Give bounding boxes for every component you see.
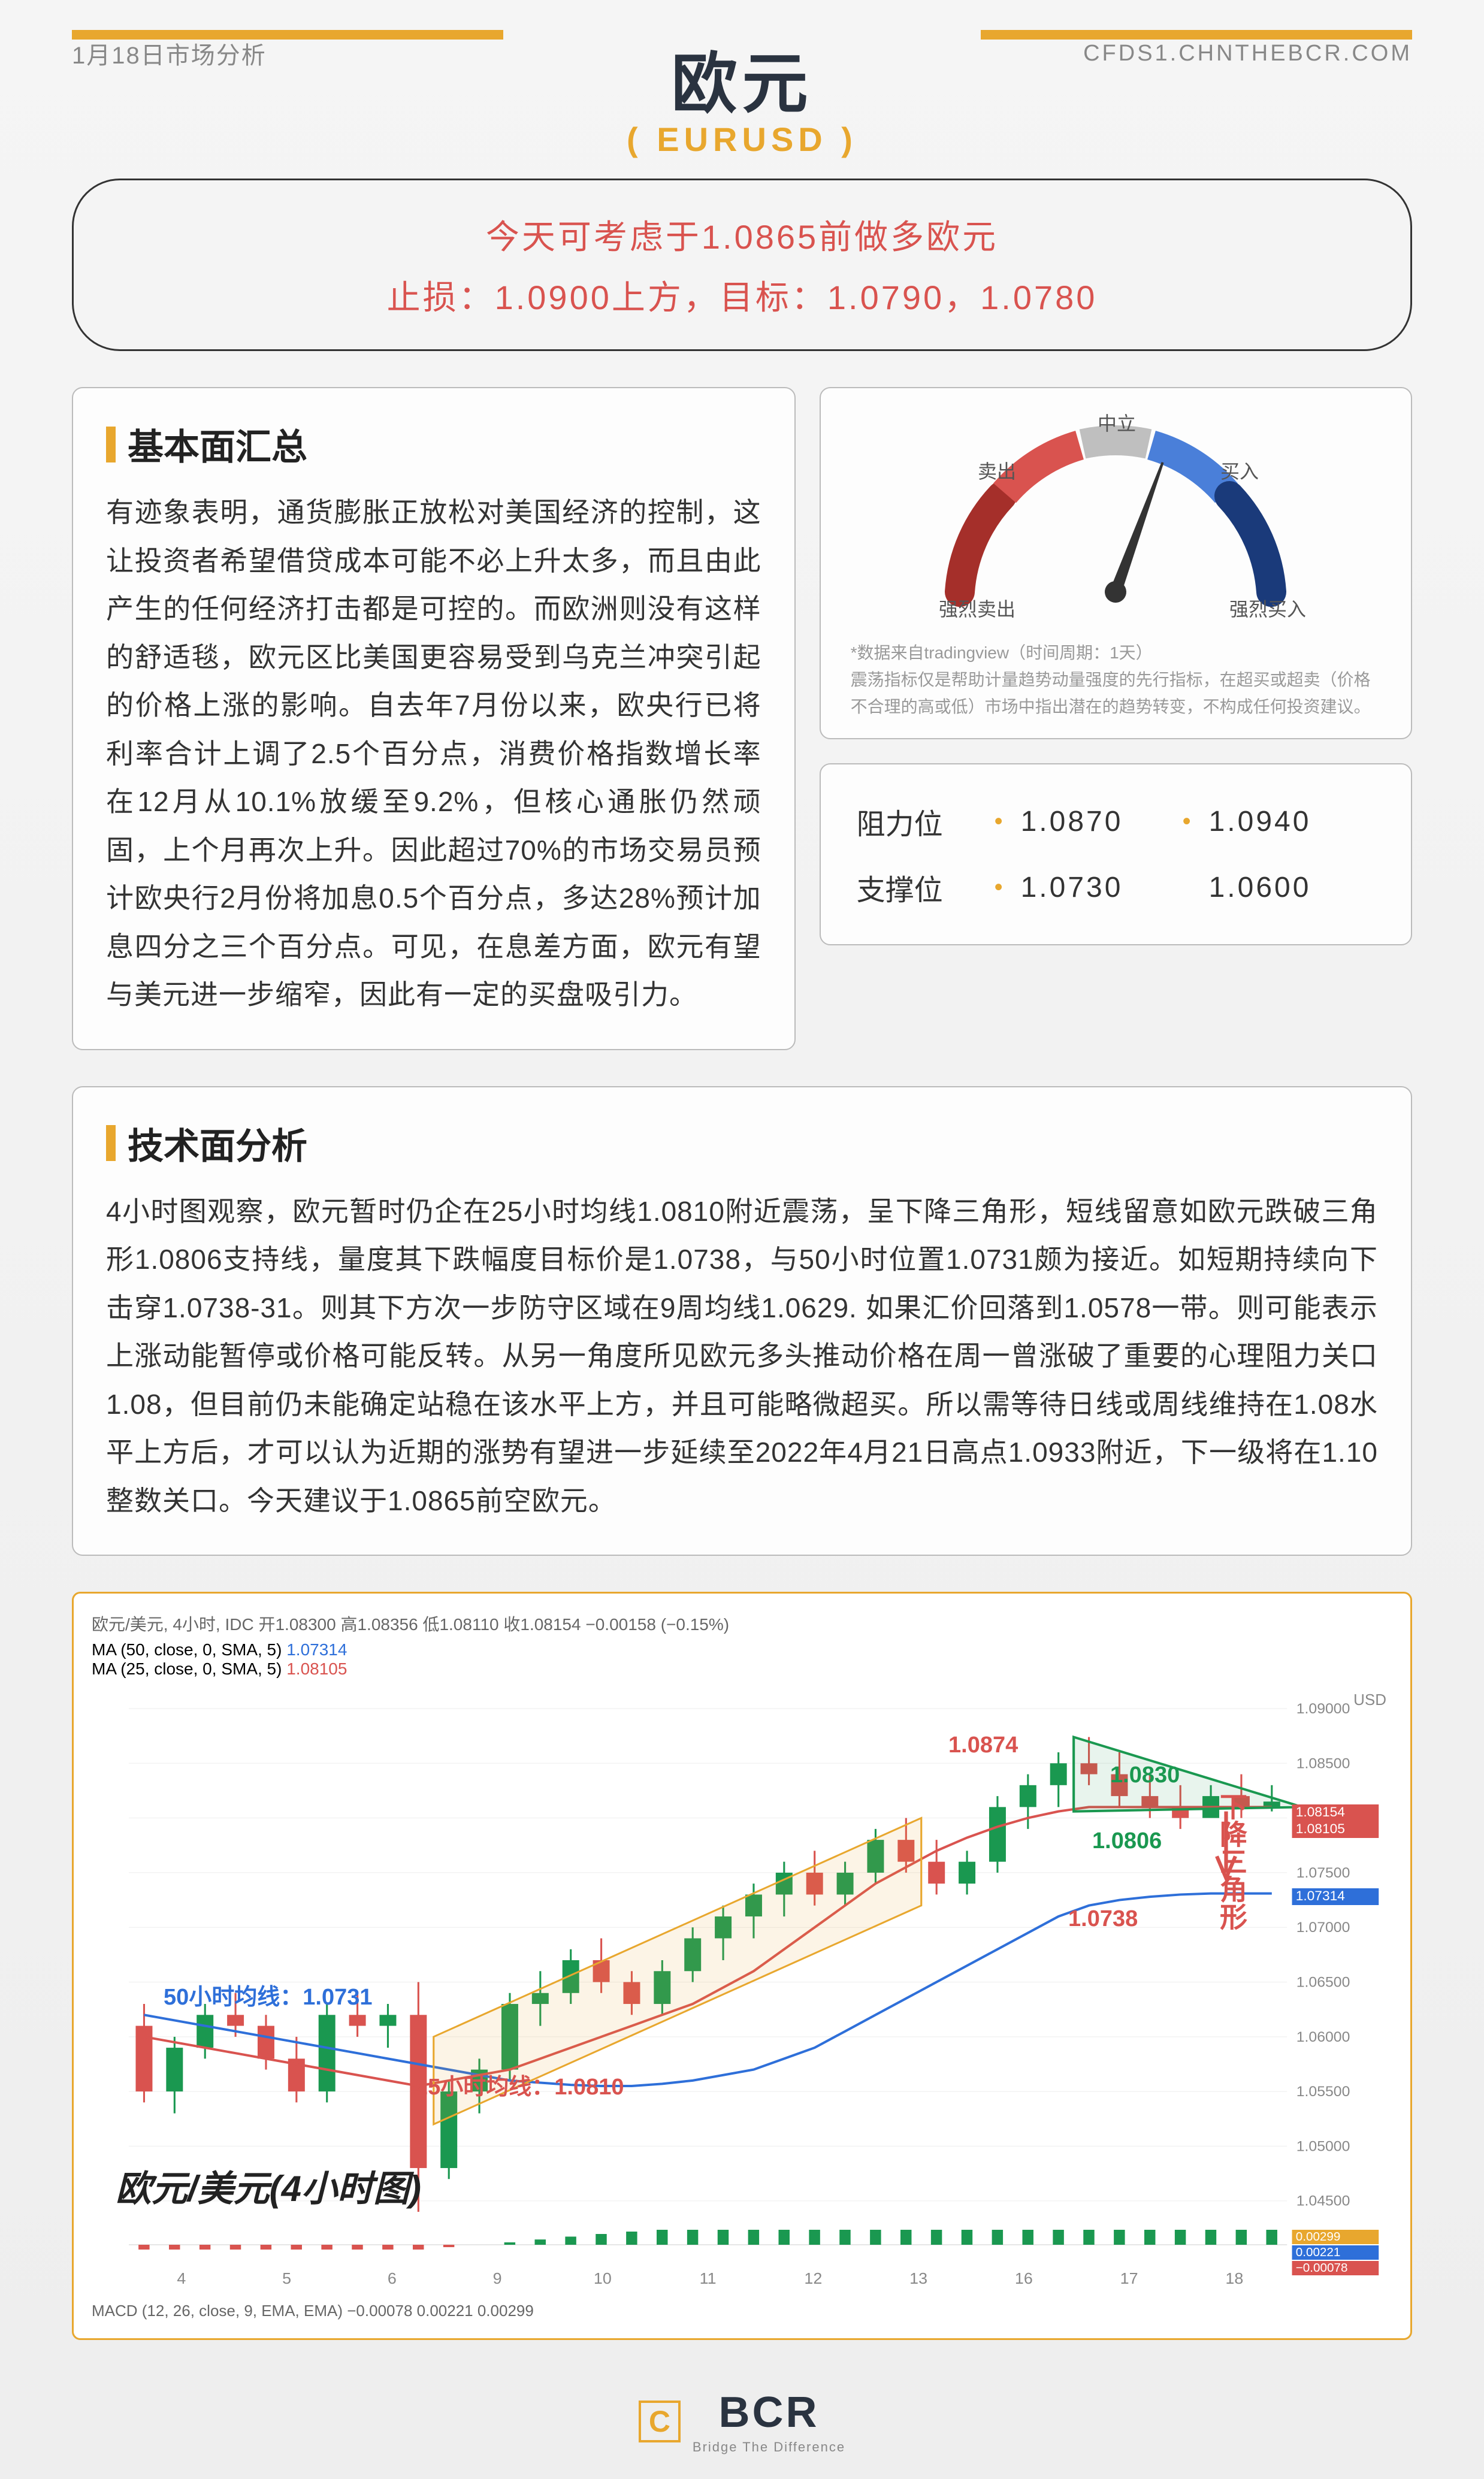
logo-icon: C bbox=[639, 2401, 681, 2442]
macd-header: MACD (12, 26, close, 9, EMA, EMA) −0.000… bbox=[92, 2302, 1392, 2320]
recommendation-box: 今天可考虑于1.0865前做多欧元 止损：1.0900上方，目标：1.0790，… bbox=[72, 179, 1412, 351]
svg-text:11: 11 bbox=[700, 2269, 717, 2287]
svg-text:1.07500: 1.07500 bbox=[1296, 1865, 1350, 1881]
annot-tri-bot: 1.0806 bbox=[1092, 1828, 1162, 1854]
gauge-sell: 卖出 bbox=[978, 461, 1016, 482]
r1: 1.0870 bbox=[1021, 805, 1165, 838]
annot-ma50: 50小时均线：1.0731 bbox=[164, 1978, 373, 2011]
gauge-neutral: 中立 bbox=[1098, 413, 1136, 434]
svg-text:18: 18 bbox=[1225, 2269, 1243, 2287]
brand-tagline: Bridge The Difference bbox=[693, 2439, 845, 2455]
support-label: 支撑位 bbox=[857, 866, 977, 908]
chart-card: 欧元/美元, 4小时, IDC 开1.08300 高1.08356 低1.081… bbox=[72, 1592, 1412, 2340]
svg-text:5: 5 bbox=[282, 2269, 291, 2287]
svg-text:−0.00078: −0.00078 bbox=[1296, 2262, 1348, 2275]
gauge-footnote: *数据来自tradingview（时间周期：1天） 震荡指标仅是帮助计量趋势动量… bbox=[851, 640, 1381, 720]
svg-text:1.08154: 1.08154 bbox=[1296, 1804, 1345, 1819]
orange-bar-icon bbox=[106, 1125, 116, 1161]
svg-text:1.07314: 1.07314 bbox=[1296, 1888, 1345, 1903]
price-chart: 1.090001.085001.080001.075001.070001.065… bbox=[92, 1685, 1392, 2296]
chart-title-big: 欧元/美元(4小时图) bbox=[116, 2160, 421, 2212]
resistance-row: 阻力位 • 1.0870 • 1.0940 bbox=[857, 788, 1375, 854]
r2: 1.0940 bbox=[1209, 805, 1353, 838]
source-url: CFDS1.CHNTHEBCR.COM bbox=[1083, 41, 1412, 66]
svg-text:10: 10 bbox=[594, 2269, 612, 2287]
svg-text:13: 13 bbox=[909, 2269, 927, 2287]
gauge-strong-sell: 强烈卖出 bbox=[939, 598, 1015, 620]
annot-target: 1.0738 bbox=[1068, 1906, 1138, 1932]
technical-title-text: 技术面分析 bbox=[128, 1117, 307, 1169]
page-title: 欧元 bbox=[627, 30, 857, 126]
technical-title: 技术面分析 bbox=[106, 1117, 1378, 1169]
svg-text:0.00299: 0.00299 bbox=[1296, 2230, 1341, 2244]
svg-text:1.06500: 1.06500 bbox=[1296, 1975, 1350, 1991]
title-block: 欧元 ( EURUSD ) bbox=[627, 30, 857, 159]
header: 1月18日市场分析 欧元 ( EURUSD ) CFDS1.CHNTHEBCR.… bbox=[72, 36, 1412, 71]
svg-text:1.05500: 1.05500 bbox=[1296, 2084, 1350, 2100]
brand-name: BCR bbox=[693, 2388, 845, 2437]
svg-text:1.06000: 1.06000 bbox=[1296, 2029, 1350, 2045]
usd-label: USD bbox=[1353, 1691, 1386, 1709]
svg-text:6: 6 bbox=[388, 2269, 397, 2287]
fundamentals-title: 基本面汇总 bbox=[106, 418, 761, 470]
s2: 1.0600 bbox=[1209, 871, 1353, 904]
dot-icon: • bbox=[995, 874, 1003, 901]
recommend-line1: 今天可考虑于1.0865前做多欧元 bbox=[98, 210, 1386, 259]
svg-text:16: 16 bbox=[1015, 2269, 1033, 2287]
annot-high: 1.0874 bbox=[948, 1733, 1018, 1758]
svg-text:17: 17 bbox=[1120, 2269, 1138, 2287]
fundamentals-body: 有迹象表明，通货膨胀正放松对美国经济的控制，这让投资者希望借贷成本可能不必上升太… bbox=[106, 488, 761, 1019]
gauge-strong-buy: 强烈买入 bbox=[1229, 598, 1306, 620]
gauge-card: 强烈卖出 卖出 中立 买入 强烈买入 *数据来自tradingview（时间周期… bbox=[820, 387, 1412, 739]
annot-tri-top: 1.0830 bbox=[1110, 1762, 1180, 1788]
annot-pattern: 下降三角形 bbox=[1212, 1792, 1252, 1930]
sentiment-gauge: 强烈卖出 卖出 中立 买入 强烈买入 bbox=[888, 412, 1343, 628]
page-subtitle: ( EURUSD ) bbox=[627, 120, 857, 159]
svg-text:1.08500: 1.08500 bbox=[1296, 1756, 1350, 1772]
fundamentals-title-text: 基本面汇总 bbox=[128, 418, 307, 470]
fundamentals-card: 基本面汇总 有迹象表明，通货膨胀正放松对美国经济的控制，这让投资者希望借贷成本可… bbox=[72, 387, 796, 1050]
recommend-line2: 止损：1.0900上方，目标：1.0790，1.0780 bbox=[98, 271, 1386, 319]
footer: C BCR Bridge The Difference bbox=[72, 2388, 1412, 2455]
technical-body: 4小时图观察，欧元暂时仍企在25小时均线1.0810附近震荡，呈下降三角形，短线… bbox=[106, 1187, 1378, 1525]
svg-text:4: 4 bbox=[177, 2269, 186, 2287]
ma50-header: MA (50, close, 0, SMA, 5) 1.07314 bbox=[92, 1640, 1392, 1659]
date-label: 1月18日市场分析 bbox=[72, 36, 267, 71]
annot-ma25: 25小时均线：1.0810 bbox=[415, 2068, 624, 2101]
ma25-header: MA (25, close, 0, SMA, 5) 1.08105 bbox=[92, 1659, 1392, 1679]
svg-text:1.08105: 1.08105 bbox=[1296, 1821, 1345, 1836]
svg-text:1.04500: 1.04500 bbox=[1296, 2193, 1350, 2209]
resistance-label: 阻力位 bbox=[857, 800, 977, 842]
dot-icon: • bbox=[995, 808, 1003, 835]
gauge-buy: 买入 bbox=[1220, 461, 1259, 482]
levels-card: 阻力位 • 1.0870 • 1.0940 支撑位 • 1.0730 • 1.0… bbox=[820, 763, 1412, 945]
svg-text:12: 12 bbox=[804, 2269, 822, 2287]
dot-icon: • bbox=[1183, 808, 1191, 835]
svg-text:1.07000: 1.07000 bbox=[1296, 1920, 1350, 1936]
orange-bar-icon bbox=[106, 427, 116, 462]
s1: 1.0730 bbox=[1021, 871, 1165, 904]
support-row: 支撑位 • 1.0730 • 1.0600 bbox=[857, 854, 1375, 920]
chart-header-ohlc: 欧元/美元, 4小时, IDC 开1.08300 高1.08356 低1.081… bbox=[92, 1612, 1392, 1635]
svg-text:1.05000: 1.05000 bbox=[1296, 2139, 1350, 2155]
svg-text:9: 9 bbox=[493, 2269, 502, 2287]
svg-text:0.00221: 0.00221 bbox=[1296, 2246, 1341, 2259]
svg-text:1.09000: 1.09000 bbox=[1296, 1701, 1350, 1717]
technical-card: 技术面分析 4小时图观察，欧元暂时仍企在25小时均线1.0810附近震荡，呈下降… bbox=[72, 1086, 1412, 1556]
